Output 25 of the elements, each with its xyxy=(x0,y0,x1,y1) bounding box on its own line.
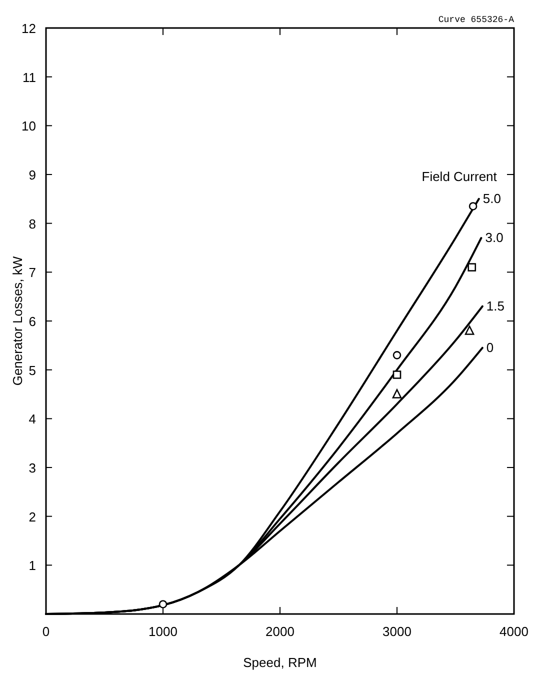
y-tick-label: 5 xyxy=(28,362,36,378)
x-tick-label: 2000 xyxy=(266,624,294,639)
y-tick-label: 6 xyxy=(28,314,36,329)
legend-label: 3.0 xyxy=(485,230,504,245)
x-tick-label: 1000 xyxy=(148,624,178,639)
series-label: 0 xyxy=(486,340,494,355)
y-tick-label: 2 xyxy=(28,509,36,524)
y-tick-label: 11 xyxy=(22,70,36,85)
series-label: 5.0 xyxy=(482,190,501,206)
x-tick-label: 3000 xyxy=(382,624,412,639)
y-tick-label: 1 xyxy=(28,558,36,574)
y-tick-label: 7 xyxy=(28,265,36,280)
x-tick-label: 0 xyxy=(42,624,50,639)
y-tick-label: 3 xyxy=(28,460,36,476)
series-label: 1.5 xyxy=(486,298,504,314)
x-tick-label: 4000 xyxy=(500,624,528,639)
x-axis-title: Speed, RPM xyxy=(243,655,317,670)
y-tick-label: 4 xyxy=(28,412,36,427)
y-tick-label: 10 xyxy=(22,118,36,134)
legend-title: Field Current xyxy=(422,168,498,184)
y-tick-label: 8 xyxy=(28,216,36,232)
text: Curve 655326-A xyxy=(438,15,515,25)
y-tick-label: 12 xyxy=(22,21,36,36)
y-tick-label: 9 xyxy=(28,168,36,182)
y-axis-title: Generator Losses, kW xyxy=(10,256,25,386)
